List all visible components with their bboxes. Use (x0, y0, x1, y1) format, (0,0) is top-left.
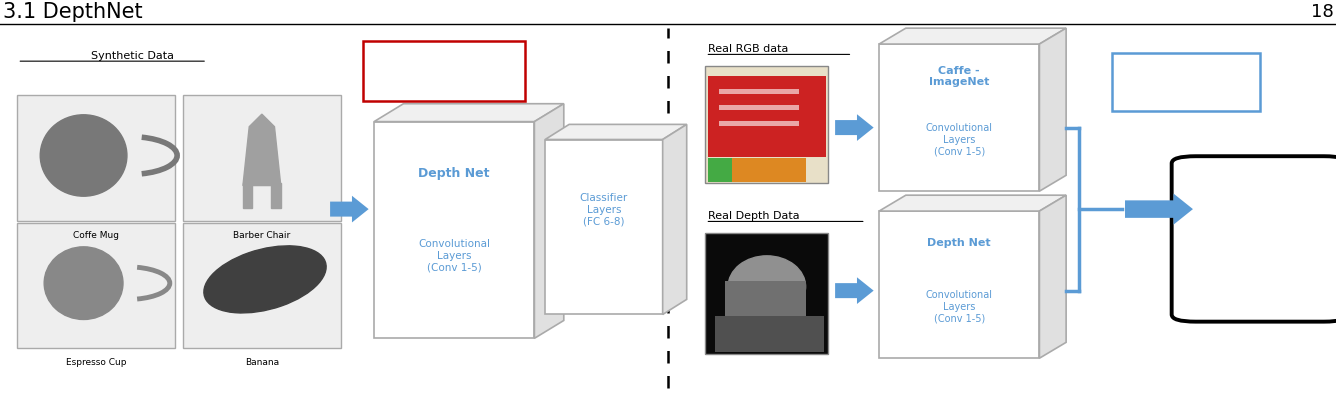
FancyBboxPatch shape (719, 89, 799, 94)
Polygon shape (879, 211, 1039, 358)
Polygon shape (374, 122, 534, 338)
Text: Banana: Banana (244, 358, 279, 367)
Polygon shape (545, 140, 663, 314)
Text: 18: 18 (1311, 3, 1333, 21)
FancyBboxPatch shape (725, 281, 806, 316)
Text: Training: Training (409, 63, 480, 78)
Polygon shape (271, 183, 281, 208)
FancyBboxPatch shape (17, 223, 175, 348)
Text: Real RGB data: Real RGB data (708, 44, 788, 54)
FancyBboxPatch shape (708, 158, 732, 182)
Text: Caffe -
ImageNet: Caffe - ImageNet (929, 66, 990, 87)
FancyBboxPatch shape (719, 121, 799, 126)
Polygon shape (243, 114, 281, 186)
FancyBboxPatch shape (17, 95, 175, 221)
Polygon shape (243, 183, 253, 208)
Text: Synthetic Data: Synthetic Data (91, 51, 174, 61)
Polygon shape (879, 195, 1066, 211)
FancyBboxPatch shape (363, 41, 525, 101)
Text: Depth Net: Depth Net (927, 238, 991, 248)
Polygon shape (879, 44, 1039, 191)
Ellipse shape (728, 256, 806, 318)
FancyBboxPatch shape (183, 95, 341, 221)
FancyBboxPatch shape (1172, 156, 1336, 322)
Text: Classifier
Layers
(FC 6-8): Classifier Layers (FC 6-8) (580, 193, 628, 226)
Polygon shape (374, 104, 564, 122)
Text: Coffe Mug: Coffe Mug (73, 230, 119, 240)
Text: Convolutional
Layers
(Conv 1-5): Convolutional Layers (Conv 1-5) (926, 290, 993, 323)
Ellipse shape (40, 115, 127, 196)
Text: Classifier: Classifier (1220, 232, 1300, 246)
Polygon shape (1039, 28, 1066, 191)
Text: Depth Net: Depth Net (418, 167, 490, 180)
Text: 3.1 DepthNet: 3.1 DepthNet (3, 2, 143, 22)
Ellipse shape (204, 246, 326, 313)
Text: Real Depth Data: Real Depth Data (708, 211, 800, 221)
FancyBboxPatch shape (183, 223, 341, 348)
Text: Espresso Cup: Espresso Cup (65, 358, 127, 367)
Polygon shape (1039, 195, 1066, 358)
FancyBboxPatch shape (705, 233, 828, 354)
FancyBboxPatch shape (719, 105, 799, 110)
Text: Convolutional
Layers
(Conv 1-5): Convolutional Layers (Conv 1-5) (926, 123, 993, 156)
FancyBboxPatch shape (715, 316, 824, 352)
Polygon shape (663, 124, 687, 314)
Polygon shape (545, 124, 687, 140)
Text: Barber Chair: Barber Chair (234, 230, 290, 240)
FancyBboxPatch shape (732, 158, 806, 182)
Ellipse shape (44, 247, 123, 320)
Text: Testing: Testing (1156, 74, 1217, 89)
Polygon shape (879, 28, 1066, 44)
FancyBboxPatch shape (1112, 53, 1260, 111)
FancyBboxPatch shape (705, 66, 828, 183)
FancyBboxPatch shape (708, 76, 826, 158)
Polygon shape (534, 104, 564, 338)
Text: Convolutional
Layers
(Conv 1-5): Convolutional Layers (Conv 1-5) (418, 239, 490, 272)
